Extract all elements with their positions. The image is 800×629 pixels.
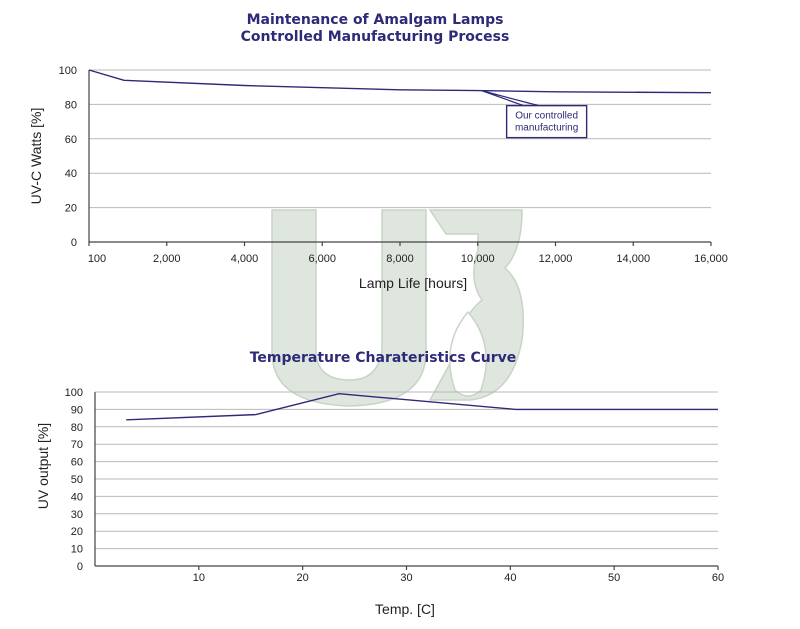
y-tick-label-10: 10 (71, 544, 83, 556)
chart2-x-axis-label: Temp. [C] (375, 601, 435, 617)
y-tick-label-30: 30 (71, 509, 83, 521)
chart1-x-tick-labels: 100 2,000 4,000 6,000 8,000 10,000 12,000 14,00… (88, 253, 728, 265)
x-tick-label-30: 30 (400, 572, 412, 584)
x-tick-label-8000: 8,000 (386, 253, 414, 265)
x-tick-label-14000: 14,000 (616, 253, 650, 265)
y-tick-label-60: 60 (65, 134, 77, 146)
y-tick-label-20: 20 (65, 203, 77, 215)
chart1-subtitle: Controlled Manufacturing Process (241, 29, 510, 45)
annotation-text-line-2: manufacturing (515, 123, 578, 134)
chart1-series (88, 69, 712, 94)
x-tick-label-50: 50 (608, 572, 620, 584)
x-tick-label-10000: 10,000 (461, 253, 495, 265)
y-tick-label-0: 0 (77, 561, 83, 573)
chart1-gridlines (89, 69, 711, 209)
x-tick-label-6000: 6,000 (308, 253, 336, 265)
series-line-0 (126, 392, 718, 421)
annotation-box (505, 104, 588, 139)
y-tick-label-20: 20 (71, 526, 83, 538)
chart1-axes (88, 70, 712, 246)
y-tick-label-100: 100 (65, 387, 83, 399)
y-tick-label-40: 40 (65, 168, 77, 180)
chart1-title: Maintenance of Amalgam Lamps (247, 12, 504, 28)
y-tick-label-0: 0 (71, 237, 77, 249)
y-tick-label-70: 70 (71, 439, 83, 451)
y-tick-label-80: 80 (71, 422, 83, 434)
chart1-x-axis-label: Lamp Life [hours] (359, 275, 467, 291)
y-tick-label-60: 60 (71, 457, 83, 469)
chart2-x-tick-labels: 10 20 30 40 50 60 (193, 572, 724, 584)
chart1-annotation: Our controlled manufacturing (481, 90, 588, 139)
x-tick-label-10: 10 (193, 572, 205, 584)
y-tick-label-50: 50 (71, 474, 83, 486)
y-tick-label-40: 40 (71, 491, 83, 503)
y-tick-label-100: 100 (59, 65, 77, 77)
x-tick-label-60: 60 (712, 572, 724, 584)
x-tick-label-2000: 2,000 (153, 253, 181, 265)
y-tick-label-80: 80 (65, 99, 77, 111)
x-tick-label-40: 40 (504, 572, 516, 584)
chart1-y-axis-label: UV-C Watts [%] (28, 108, 44, 205)
x-tick-label-4000: 4,000 (231, 253, 259, 265)
chart2-axes (94, 392, 719, 570)
x-tick-label-0: 100 (88, 253, 106, 265)
chart1-y-tick-labels: 0 20 40 60 80 100 (59, 65, 77, 249)
annotation-leader-line (481, 90, 539, 107)
series-line-0 (88, 69, 712, 94)
temperature-curve-chart: Temperature Charateristics Curve 0 10 20 30… (35, 350, 724, 617)
x-tick-label-12000: 12,000 (539, 253, 573, 265)
chart2-series (126, 392, 718, 421)
y-tick-label-90: 90 (71, 404, 83, 416)
chart2-y-tick-labels: 0 10 20 30 40 50 60 70 80 90 100 (65, 387, 83, 573)
x-tick-label-16000: 16,000 (694, 253, 728, 265)
chart2-y-axis-label: UV output [%] (35, 423, 51, 509)
chart2-title: Temperature Charateristics Curve (250, 350, 517, 366)
lamp-maintenance-chart: Maintenance of Amalgam Lamps Controlled … (28, 12, 728, 291)
x-tick-label-20: 20 (297, 572, 309, 584)
chart2-gridlines (95, 391, 718, 550)
annotation-text-line-1: Our controlled (515, 111, 578, 122)
ub-logo-watermark (271, 209, 524, 407)
